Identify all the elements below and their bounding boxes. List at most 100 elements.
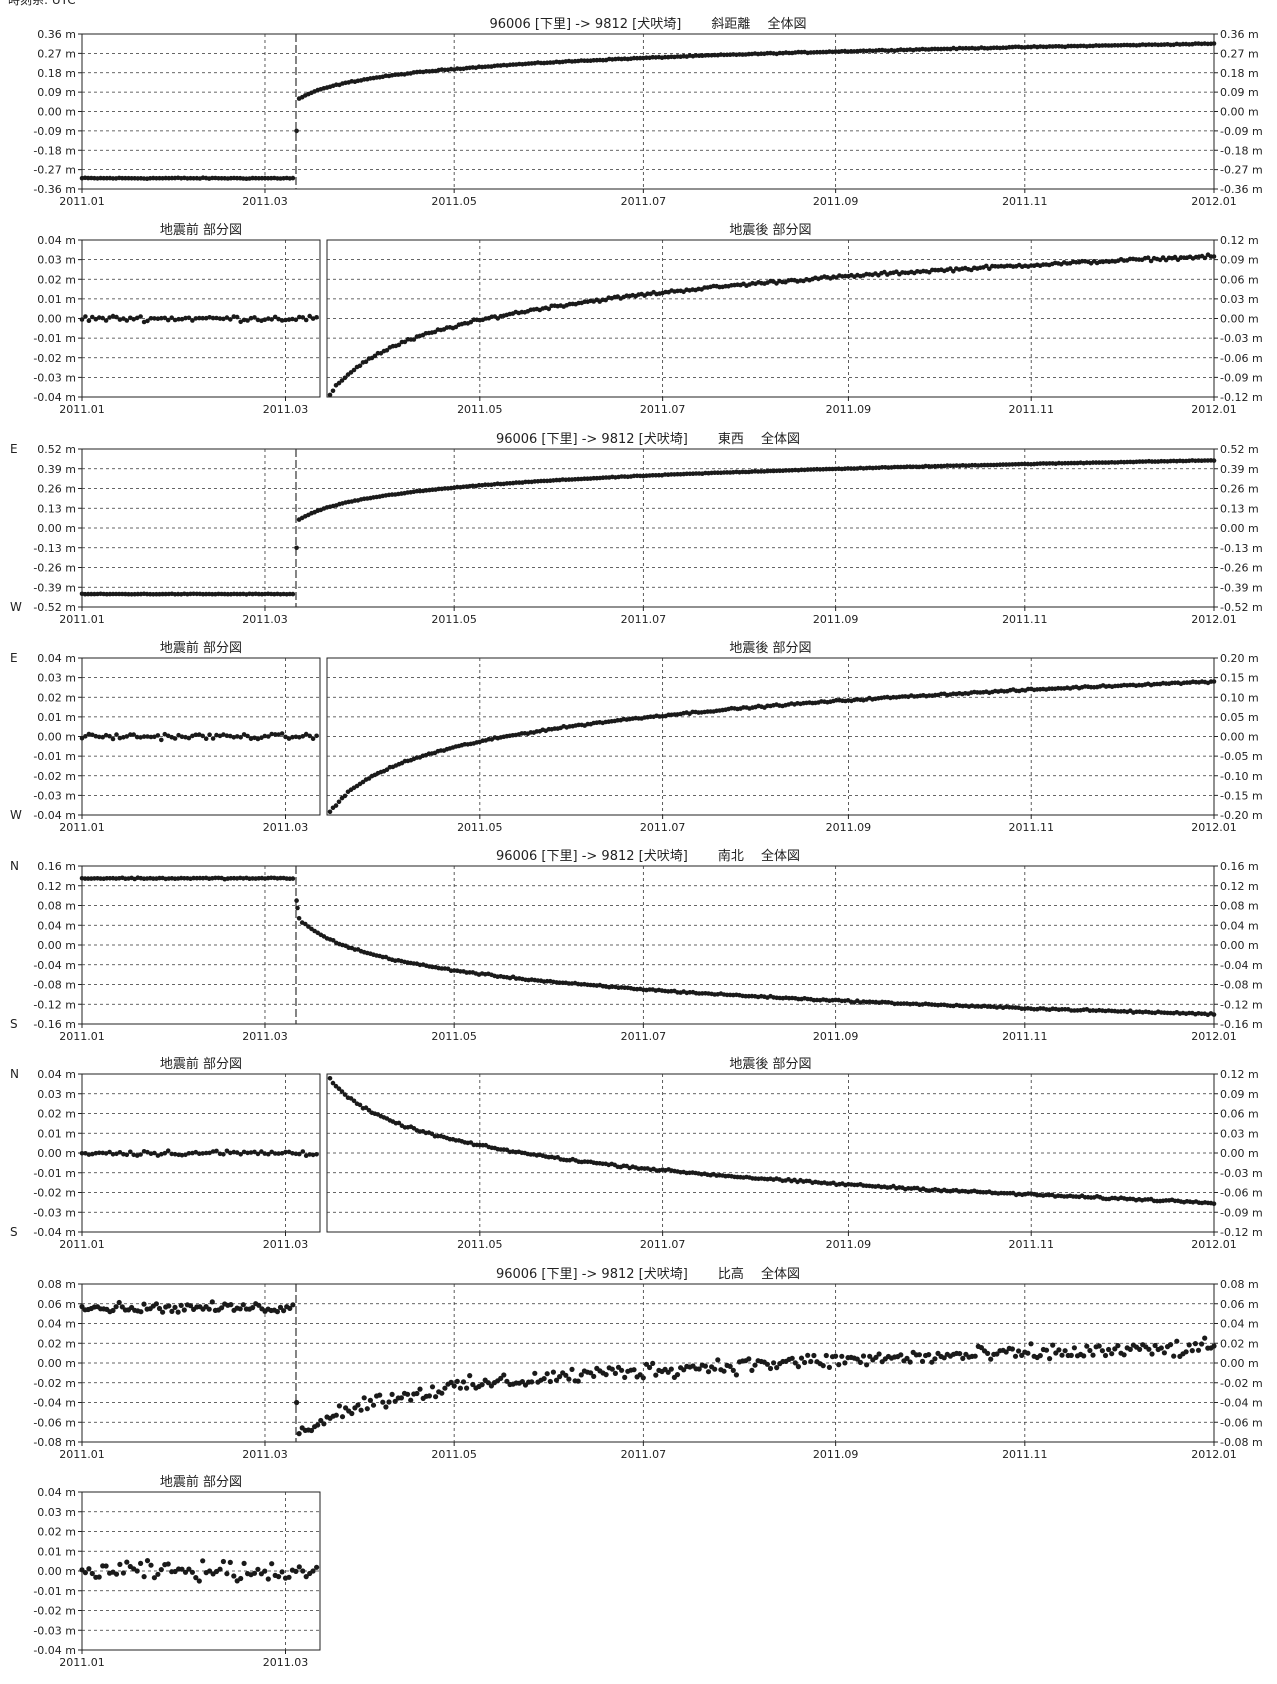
data-point (159, 315, 164, 321)
data-point (792, 1360, 798, 1366)
data-point (90, 732, 95, 738)
y-tick-label: 0.12 m (37, 880, 76, 893)
chart-title: 地震前 部分図 (160, 640, 242, 656)
y-tick-label-right: 0.09 m (1220, 254, 1259, 267)
data-point (93, 1150, 99, 1156)
y-tick-label: 0.00 m (37, 939, 76, 952)
x-tick-label: 2011.07 (621, 1448, 667, 1461)
y-tick-label: 0.01 m (37, 293, 76, 306)
data-point (1099, 1348, 1105, 1354)
data-point (303, 317, 309, 323)
data-point (251, 1570, 258, 1576)
y-tick-label-right: 0.12 m (1220, 1068, 1259, 1081)
data-point (279, 318, 285, 323)
data-point (138, 1152, 143, 1157)
x-tick-label: 2011.01 (59, 821, 105, 834)
chart-ew-after: 地震後 部分図 0.20 m 0.15 m 0.10 m 0.05 m 0.00 m -0.… (326, 641, 1263, 834)
data-point (293, 317, 299, 323)
y-tick-label: -0.02 m (33, 770, 76, 783)
y-tick-label: -0.03 m (33, 789, 76, 802)
data-point (310, 1568, 316, 1574)
data-point (315, 1422, 321, 1428)
y-tick-label: 0.00 m (37, 522, 76, 535)
data-point (228, 733, 233, 739)
data-point (1137, 1346, 1143, 1352)
data-point (380, 1399, 386, 1405)
y-tick-label-right: 0.12 m (1220, 234, 1259, 247)
data-point (795, 1364, 802, 1370)
data-point (120, 1570, 126, 1576)
data-point (296, 1564, 302, 1570)
data-point (183, 315, 188, 321)
data-point (519, 1379, 526, 1385)
y-tick-label-right: -0.16 m (1220, 1018, 1263, 1031)
y-tick-label: -0.08 m (33, 979, 76, 992)
data-point (158, 1567, 164, 1573)
data-point (138, 1560, 144, 1566)
data-point (1195, 1347, 1202, 1353)
data-point (165, 1148, 171, 1153)
data-point (219, 1305, 225, 1311)
data-point (957, 1351, 963, 1357)
data-point (113, 1571, 120, 1577)
data-point (327, 809, 333, 815)
y-tick-label-right: -0.20 m (1220, 809, 1263, 822)
x-tick-label: 2012.01 (1191, 195, 1237, 208)
data-point (189, 1569, 195, 1575)
y-tick-label-right: -0.06 m (1220, 1416, 1263, 1429)
data-point (141, 1301, 147, 1307)
x-tick-label: 2011.05 (431, 613, 477, 626)
data-point (224, 733, 230, 738)
chart-ew-before: 地震前 部分図 0.04 m 0.03 m 0.02 m 0.01 m 0.00 m -0.… (10, 640, 321, 834)
data-point (987, 266, 992, 272)
data-point (988, 1356, 994, 1362)
x-tick-label: 2012.01 (1191, 1030, 1237, 1043)
data-point (113, 1304, 119, 1310)
x-tick-label: 2011.07 (640, 1238, 686, 1251)
data-point (764, 1361, 771, 1367)
data-point (349, 1410, 355, 1417)
data-point (857, 1359, 864, 1365)
data-point (767, 1365, 774, 1372)
data-point (172, 317, 178, 323)
data-point (1016, 1348, 1022, 1354)
data-point (631, 1367, 637, 1373)
data-point (318, 1417, 324, 1424)
data-point (294, 898, 299, 903)
data-point (145, 318, 150, 324)
y-tick-label-right: 0.18 m (1220, 67, 1259, 80)
data-point (702, 1363, 709, 1369)
data-point (255, 1566, 261, 1572)
data-point (357, 1102, 363, 1108)
data-point (321, 1421, 327, 1427)
chart-title: 地震前 部分図 (160, 1474, 242, 1490)
data-point (557, 1374, 563, 1380)
data-point (1211, 254, 1217, 259)
data-point (186, 315, 192, 321)
data-point (553, 1377, 560, 1383)
data-point (1121, 1352, 1127, 1358)
data-points (79, 1148, 319, 1158)
data-point (117, 1150, 123, 1155)
y-tick-label-right: -0.08 m (1220, 979, 1263, 992)
data-point (310, 736, 316, 741)
data-point (110, 313, 116, 319)
data-point (259, 1149, 264, 1154)
data-point (179, 1152, 185, 1158)
data-points (79, 875, 1217, 1018)
data-point (929, 1359, 935, 1365)
x-tick-label: 2011.01 (59, 1448, 105, 1461)
data-point (575, 1378, 581, 1384)
y-tick-label-right: -0.09 m (1220, 371, 1263, 384)
data-points (79, 1299, 1217, 1437)
data-point (836, 1362, 842, 1368)
y-tick-label: 0.26 m (37, 483, 76, 496)
data-point (124, 318, 130, 323)
x-tick-label: 2011.07 (621, 195, 667, 208)
y-tick-label-right: 0.00 m (1220, 1357, 1259, 1370)
data-point (1202, 255, 1208, 261)
x-tick-label: 2011.11 (1008, 403, 1054, 416)
data-point (217, 1566, 223, 1572)
y-tick-label-right: -0.26 m (1220, 562, 1263, 575)
data-point (224, 315, 230, 320)
